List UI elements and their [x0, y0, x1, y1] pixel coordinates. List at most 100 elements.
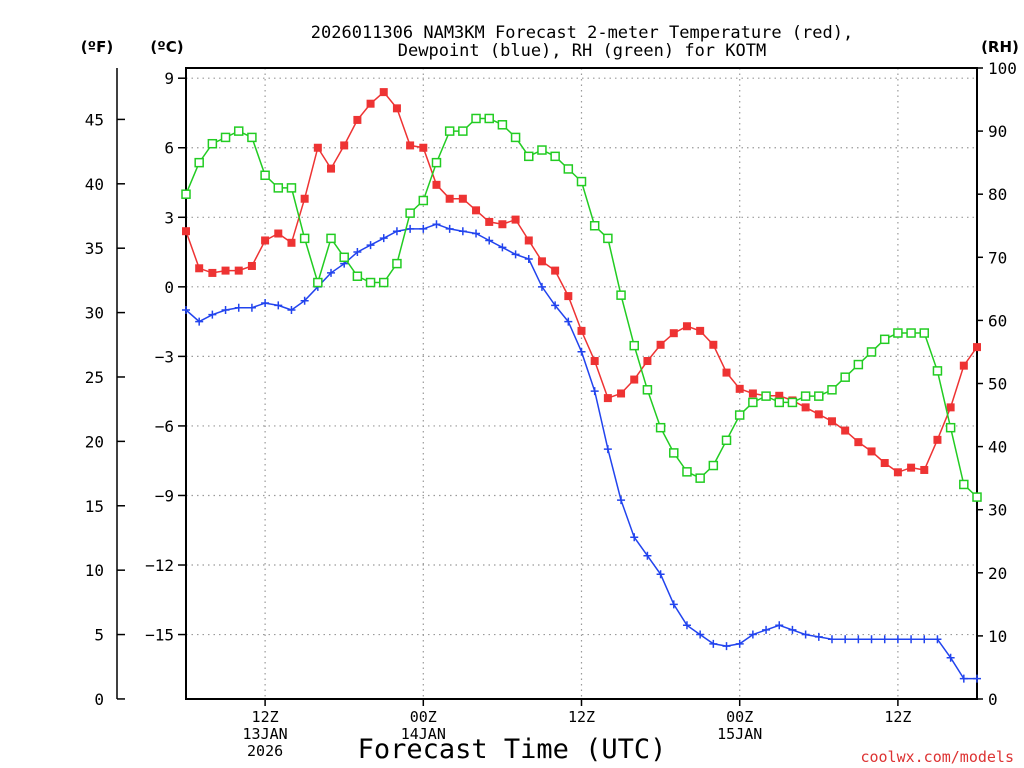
- temperature-point: [973, 343, 981, 352]
- temperature-point: [458, 194, 467, 203]
- dewpoint-point: [432, 220, 441, 229]
- fahrenheit-tick-label: 5: [94, 626, 104, 645]
- dewpoint-point: [735, 639, 744, 648]
- rh-point: [642, 385, 653, 395]
- temperature-point: [682, 322, 691, 331]
- rh-point: [524, 151, 534, 162]
- rh-tick-label: 20: [988, 564, 1007, 583]
- rh-point: [945, 422, 956, 433]
- dewpoint-point: [327, 268, 336, 277]
- dewpoint-point: [590, 387, 599, 396]
- rh-point: [616, 290, 626, 300]
- rh-point: [734, 410, 745, 420]
- time-tick-label: 00Z: [410, 708, 437, 726]
- temperature-point: [748, 389, 757, 398]
- rh-point: [879, 334, 890, 345]
- rh-point: [682, 467, 692, 477]
- dewpoint-point: [617, 496, 626, 505]
- temperature-point: [300, 194, 309, 203]
- dewpoint-point: [537, 282, 546, 291]
- dewpoint-point: [867, 635, 876, 644]
- temperature-point: [182, 227, 190, 236]
- rh-point: [906, 328, 916, 338]
- rh-tick-label: 60: [988, 311, 1007, 330]
- rh-point: [313, 277, 323, 288]
- temperature-point: [274, 229, 283, 238]
- fahrenheit-tick-label: 10: [85, 561, 104, 580]
- chart-title-line1: 2026011306 NAM3KM Forecast 2-meter Tempe…: [311, 23, 853, 43]
- rh-point: [326, 233, 336, 244]
- celsius-tick-label: −9: [155, 486, 174, 505]
- rh-tick-label: 80: [988, 185, 1007, 204]
- rh-point: [800, 391, 811, 401]
- dewpoint-point: [485, 236, 494, 245]
- temperature-point: [643, 357, 652, 366]
- rh-point: [510, 132, 521, 143]
- temperature-point: [392, 104, 401, 113]
- rh-tick-label: 0: [988, 690, 998, 709]
- rh-point: [273, 183, 284, 193]
- temperature-point: [959, 361, 968, 370]
- temperature-point: [669, 329, 678, 338]
- temperature-point: [854, 438, 863, 447]
- series-temperature: [182, 88, 981, 477]
- dewpoint-point: [472, 229, 481, 238]
- grid-lines: [186, 68, 977, 699]
- rh-point: [893, 328, 903, 338]
- rh-point: [220, 132, 231, 143]
- temperature-point: [261, 236, 270, 245]
- rh-point: [853, 359, 864, 370]
- temperature-point: [195, 264, 204, 273]
- dewpoint-point: [709, 639, 718, 648]
- dewpoint-point: [208, 310, 217, 319]
- rh-point: [379, 277, 389, 288]
- rh-unit-label: (RH): [981, 38, 1019, 56]
- temperature-point: [827, 417, 836, 426]
- dewpoint-point: [907, 635, 916, 644]
- dewpoint-point: [287, 306, 296, 315]
- time-tick-label: 13JAN: [243, 725, 288, 743]
- rh-point: [589, 221, 600, 231]
- rh-point: [814, 391, 824, 401]
- fahrenheit-tick-label: 40: [85, 175, 104, 194]
- dewpoint-point: [445, 224, 454, 233]
- rh-point: [233, 126, 244, 136]
- temperature-point: [340, 141, 349, 150]
- rh-point: [458, 126, 468, 136]
- temperature-point: [801, 403, 810, 412]
- temperature-point: [696, 326, 705, 335]
- dewpoint-point: [419, 224, 428, 233]
- celsius-tick-label: 3: [164, 208, 174, 227]
- dewpoint-point: [748, 630, 757, 639]
- temperature-point: [432, 180, 441, 189]
- dewpoint-point: [722, 642, 731, 651]
- fahrenheit-tick-label: 25: [85, 368, 104, 387]
- rh-point: [695, 473, 705, 483]
- time-tick-label: 2026: [247, 742, 283, 760]
- temperature-point: [485, 217, 494, 226]
- fahrenheit-tick-label: 30: [85, 304, 104, 323]
- dewpoint-point: [643, 551, 652, 560]
- rh-point: [721, 435, 732, 446]
- rh-point: [405, 208, 415, 218]
- dewpoint-point: [577, 347, 586, 356]
- temperature-point: [880, 459, 889, 468]
- temperature-point: [564, 292, 573, 301]
- temperature-point: [841, 426, 850, 435]
- rh-point: [352, 271, 363, 281]
- dewpoint-point: [656, 570, 665, 579]
- time-tick-label: 12Z: [252, 708, 279, 726]
- dewpoint-point: [946, 653, 955, 662]
- temperature-point: [603, 394, 612, 403]
- rh-point: [563, 164, 574, 174]
- rh-point: [761, 391, 771, 401]
- dewpoint-point: [274, 301, 283, 310]
- temperature-point: [445, 194, 454, 203]
- temperature-point: [656, 340, 665, 349]
- rh-point: [840, 372, 850, 382]
- rh-point: [919, 328, 930, 338]
- rh-tick-label: 90: [988, 122, 1007, 141]
- dewpoint-point: [880, 635, 889, 644]
- rh-point: [194, 157, 204, 168]
